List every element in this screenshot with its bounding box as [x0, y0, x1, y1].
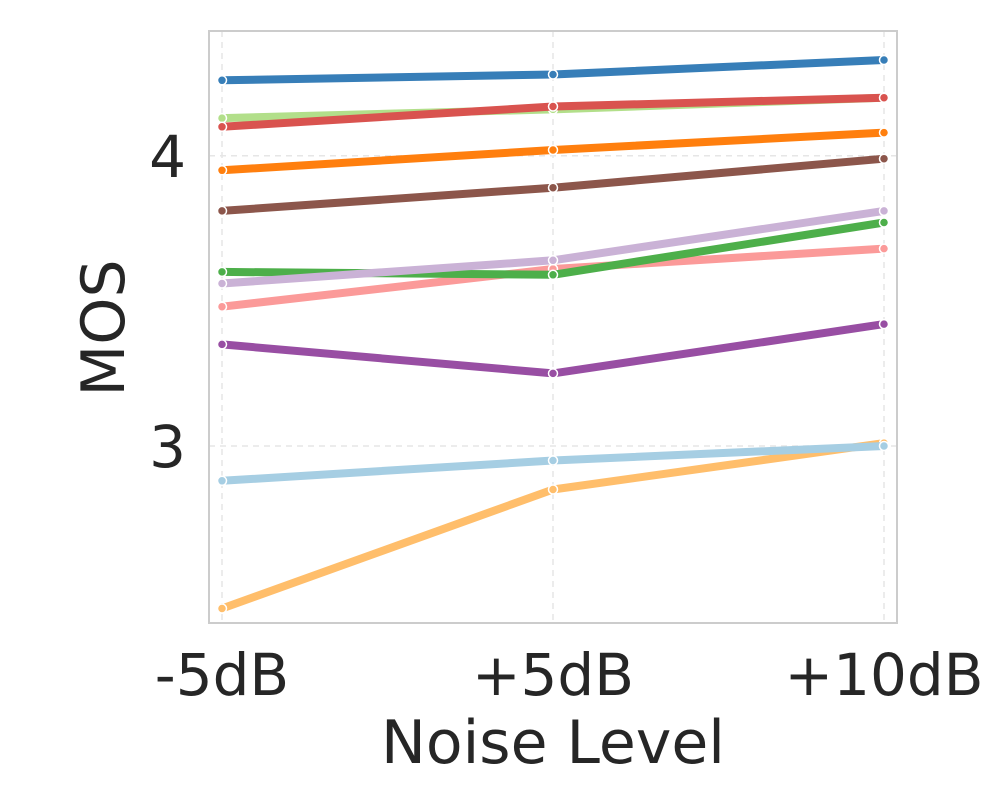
data-point — [216, 121, 228, 133]
data-point — [547, 368, 559, 379]
data-point — [547, 182, 559, 193]
x-tick-label: +5dB — [472, 641, 634, 709]
data-point — [878, 217, 890, 228]
data-point — [547, 69, 559, 80]
data-point — [547, 255, 559, 266]
data-point — [547, 269, 559, 281]
data-point — [216, 301, 228, 312]
data-point — [547, 455, 559, 466]
grid-lines — [209, 31, 897, 623]
data-point — [547, 101, 559, 112]
data-point — [878, 127, 890, 138]
data-point — [878, 440, 890, 452]
series-8 — [216, 127, 890, 176]
data-point — [216, 165, 228, 176]
data-point — [216, 603, 228, 614]
data-point — [216, 112, 228, 124]
data-point — [878, 318, 890, 330]
data-point — [547, 144, 559, 156]
series-11 — [216, 54, 890, 86]
data-point — [216, 339, 228, 350]
plot-frame — [208, 30, 898, 624]
data-point — [216, 75, 228, 86]
data-point — [216, 266, 228, 278]
series-lines — [216, 54, 890, 614]
data-point — [216, 475, 228, 487]
series-6 — [216, 205, 890, 289]
y-tick-label: 3 — [149, 413, 186, 481]
data-point — [878, 92, 890, 103]
data-point — [878, 54, 890, 66]
series-7 — [216, 153, 890, 217]
x-axis-label: Noise Level — [381, 708, 725, 778]
y-tick-label: 4 — [149, 123, 186, 191]
data-point — [878, 243, 890, 254]
x-tick-label: -5dB — [155, 641, 289, 709]
series-10 — [216, 92, 890, 133]
y-axis-label: MOS — [69, 259, 139, 396]
series-3 — [216, 318, 890, 379]
x-tick-label: +10dB — [784, 641, 983, 709]
data-point — [878, 205, 890, 217]
data-point — [878, 153, 890, 164]
data-point — [216, 205, 228, 217]
data-point — [216, 278, 228, 289]
data-point — [547, 484, 559, 495]
series-2 — [216, 440, 890, 487]
tick-labels: -5dB +5dB +10dB 3 4 — [149, 123, 983, 709]
